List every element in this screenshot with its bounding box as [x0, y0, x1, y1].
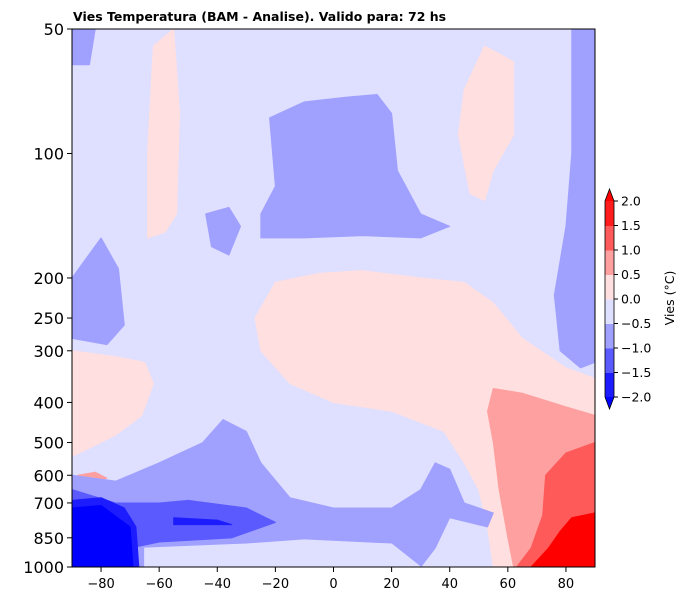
colorbar-tick-label: 0.5	[621, 267, 641, 282]
colorbar-segment	[605, 372, 614, 398]
y-tick-label: 500	[33, 434, 64, 453]
contour-region	[147, 29, 181, 239]
x-tick-label: 0	[329, 577, 337, 592]
colorbar-tick-label: −1.5	[621, 365, 651, 380]
chart-title: Vies Temperatura (BAM - Analise). Valido…	[73, 9, 446, 24]
y-tick-label: 250	[33, 309, 64, 328]
x-tick-label: −20	[262, 577, 289, 592]
colorbar-extend-max	[605, 189, 614, 201]
colorbar-segment	[605, 225, 614, 251]
contour-region	[530, 512, 595, 567]
colorbar-segment	[605, 274, 614, 300]
colorbar-tick-label: 1.5	[621, 218, 641, 233]
colorbar-tick-label: −0.5	[621, 316, 651, 331]
contour-region	[173, 517, 233, 526]
colorbar-segment	[605, 299, 614, 324]
x-tick-label: −40	[204, 577, 231, 592]
colorbar-tick-label: 2.0	[621, 194, 641, 209]
colorbar-tick-label: −1.0	[621, 341, 651, 356]
contour-region	[553, 29, 595, 369]
colorbar-extend-min	[605, 397, 614, 409]
plot-area	[72, 29, 595, 567]
x-tick-label: 40	[441, 577, 458, 592]
contour-region	[72, 237, 125, 346]
y-tick-label: 1000	[23, 558, 64, 577]
colorbar-segment	[605, 250, 614, 275]
contour-region	[72, 350, 154, 457]
x-tick-label: 20	[383, 577, 400, 592]
contour-region	[260, 93, 451, 239]
axes: −80 −60 −40 −20 0 20 40 60 80 50 100 200 250 300 400 50…	[23, 20, 574, 592]
contour-region	[144, 539, 422, 567]
y-tick-label: 300	[33, 342, 64, 361]
colorbar: −2.0 −1.5 −1.0 −0.5 0.0 0.5 1.0 1.5 2.0	[604, 187, 651, 411]
y-tick-label: 200	[33, 269, 64, 288]
y-tick-label: 50	[44, 20, 64, 39]
colorbar-tick-label: −2.0	[621, 390, 651, 405]
colorbar-tick-label: 0.0	[621, 292, 641, 307]
x-tick-label: −80	[87, 577, 114, 592]
contour-region	[72, 29, 96, 66]
x-tick-label: 80	[558, 577, 575, 592]
colorbar-segment	[605, 323, 614, 349]
colorbar-segment	[605, 348, 614, 373]
x-tick-label: 60	[500, 577, 517, 592]
y-tick-label: 400	[33, 393, 64, 412]
contour-region	[205, 206, 242, 256]
colorbar-label: Vies (°C)	[662, 271, 677, 326]
y-tick-label: 600	[33, 466, 64, 485]
y-tick-label: 850	[33, 529, 64, 548]
y-tick-label: 700	[33, 494, 64, 513]
colorbar-tick-label: 1.0	[621, 243, 641, 258]
y-tick-label: 100	[33, 144, 64, 163]
x-tick-label: −60	[145, 577, 172, 592]
contour-region	[72, 504, 134, 567]
contour-region	[457, 45, 515, 202]
colorbar-segment	[605, 201, 614, 226]
